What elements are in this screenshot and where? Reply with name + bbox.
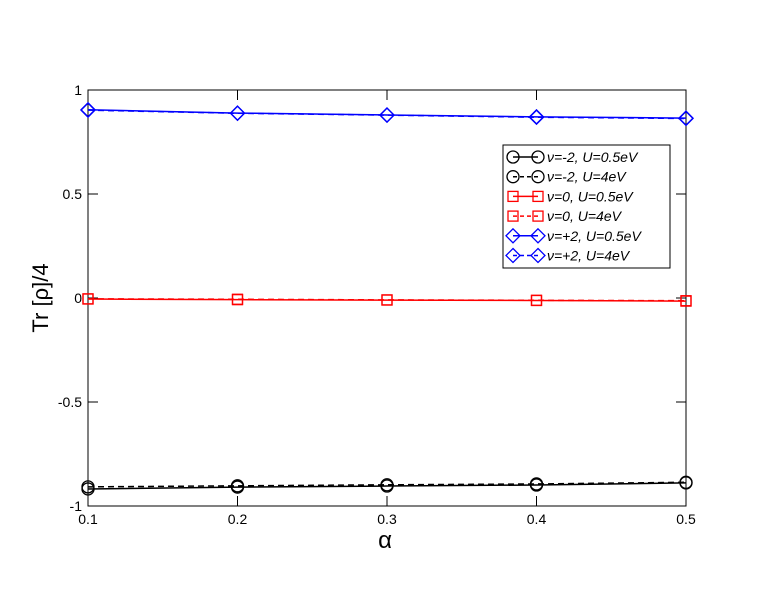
marker	[381, 294, 393, 306]
x-tick-label: 0.5	[676, 511, 696, 527]
y-tick-label: 0	[74, 290, 82, 306]
marker	[380, 478, 394, 492]
legend-marker	[530, 227, 546, 244]
legend-label: ν=+2, U=0.5eV	[547, 228, 642, 244]
legend-marker	[505, 247, 521, 264]
legend-marker	[507, 190, 519, 203]
marker	[379, 107, 395, 124]
legend-marker	[506, 150, 520, 164]
marker	[530, 294, 543, 306]
legend-label: ν=0, U=0.5eV	[547, 188, 634, 204]
marker	[529, 477, 544, 491]
legend-marker	[505, 227, 521, 244]
legend-marker	[506, 170, 520, 184]
y-tick-label: 0.5	[63, 186, 83, 202]
y-tick-label: 1	[74, 82, 82, 98]
marker	[82, 293, 94, 305]
legend-marker	[531, 170, 545, 184]
marker	[679, 475, 693, 489]
x-tick-label: 0.3	[377, 511, 397, 527]
marker	[80, 102, 96, 119]
legend-label: ν=-2, U=4eV	[547, 169, 627, 185]
series-line	[87, 482, 687, 490]
legend-marker	[531, 150, 545, 164]
legend-marker	[507, 210, 519, 222]
legend-label: ν=+2, U=4eV	[547, 248, 631, 264]
marker	[231, 293, 244, 305]
marker	[230, 479, 245, 493]
series-line	[87, 298, 687, 302]
legend-label: ν=-2, U=0.5eV	[547, 149, 639, 165]
legend-marker	[532, 210, 544, 222]
marker	[678, 110, 694, 127]
legend-label: ν=0, U=4eV	[547, 208, 623, 224]
marker	[229, 105, 246, 122]
x-axis-label: α	[378, 527, 392, 554]
legend-marker	[530, 247, 546, 264]
y-tick-label: -1	[70, 498, 83, 514]
x-tick-label: 0.2	[228, 511, 248, 527]
x-tick-label: 0.1	[78, 511, 98, 527]
legend-marker	[532, 190, 544, 203]
marker	[81, 480, 95, 494]
legend-box	[502, 144, 671, 269]
y-axis-label: Tr [ρ]/4	[28, 263, 53, 332]
marker	[680, 295, 692, 307]
marker	[528, 109, 545, 126]
y-tick-label: -0.5	[58, 394, 82, 410]
series-line	[87, 109, 687, 119]
x-tick-label: 0.4	[527, 511, 547, 527]
